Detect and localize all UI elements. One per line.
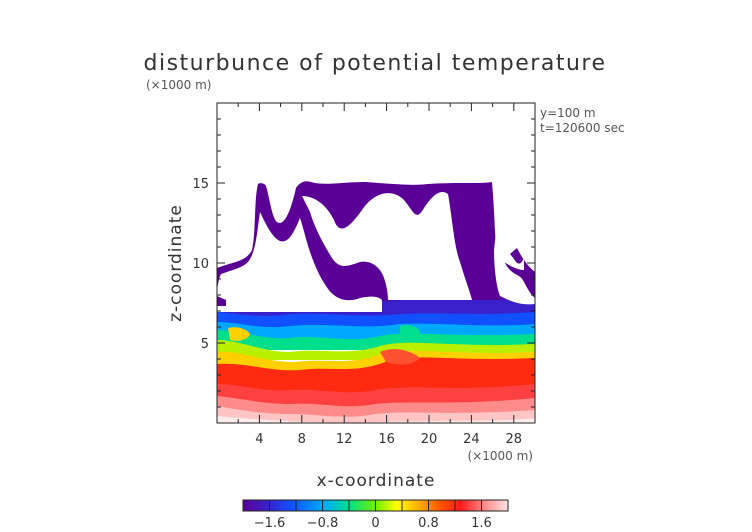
colorbar-tick-label: −0.8 xyxy=(307,516,339,531)
y-tick-label: 5 xyxy=(201,337,209,352)
colorbar-tick-label: 1.6 xyxy=(471,516,492,531)
x-tick-label: 28 xyxy=(506,432,523,447)
colorbar-tick-label: 0.8 xyxy=(418,516,439,531)
y-unit-label: (×1000 m) xyxy=(146,78,211,92)
annotation-t: t=120600 sec xyxy=(540,121,625,135)
y-tick-label: 10 xyxy=(192,257,209,272)
x-unit-label: (×1000 m) xyxy=(468,449,533,463)
colorbar-tick-label: −1.6 xyxy=(254,516,286,531)
white-gap-left xyxy=(217,212,382,312)
contour-field xyxy=(217,181,535,423)
x-tick-label: 12 xyxy=(336,432,353,447)
y-axis-label: z-coordinate xyxy=(166,204,186,322)
annotation-y: y=100 m xyxy=(540,106,596,120)
x-tick-label: 16 xyxy=(378,432,395,447)
x-axis-label: x-coordinate xyxy=(317,471,436,491)
white-gap-edge xyxy=(500,246,524,270)
x-tick-label: 8 xyxy=(298,432,306,447)
white-gap-center xyxy=(302,191,472,300)
white-gap-right xyxy=(494,232,535,305)
chart-title: disturbunce of potential temperature xyxy=(144,51,607,76)
x-tick-label: 24 xyxy=(463,432,480,447)
colorbar-ticks: −1.6 −0.8 0 0.8 1.6 xyxy=(254,500,492,531)
x-tick-label: 4 xyxy=(255,432,263,447)
x-axis: 4 8 12 16 20 24 28 xyxy=(237,103,523,447)
y-axis: 5 10 15 xyxy=(192,118,535,408)
x-tick-label: 20 xyxy=(421,432,438,447)
colorbar-tick-label: 0 xyxy=(371,516,379,531)
y-tick-label: 15 xyxy=(192,177,209,192)
